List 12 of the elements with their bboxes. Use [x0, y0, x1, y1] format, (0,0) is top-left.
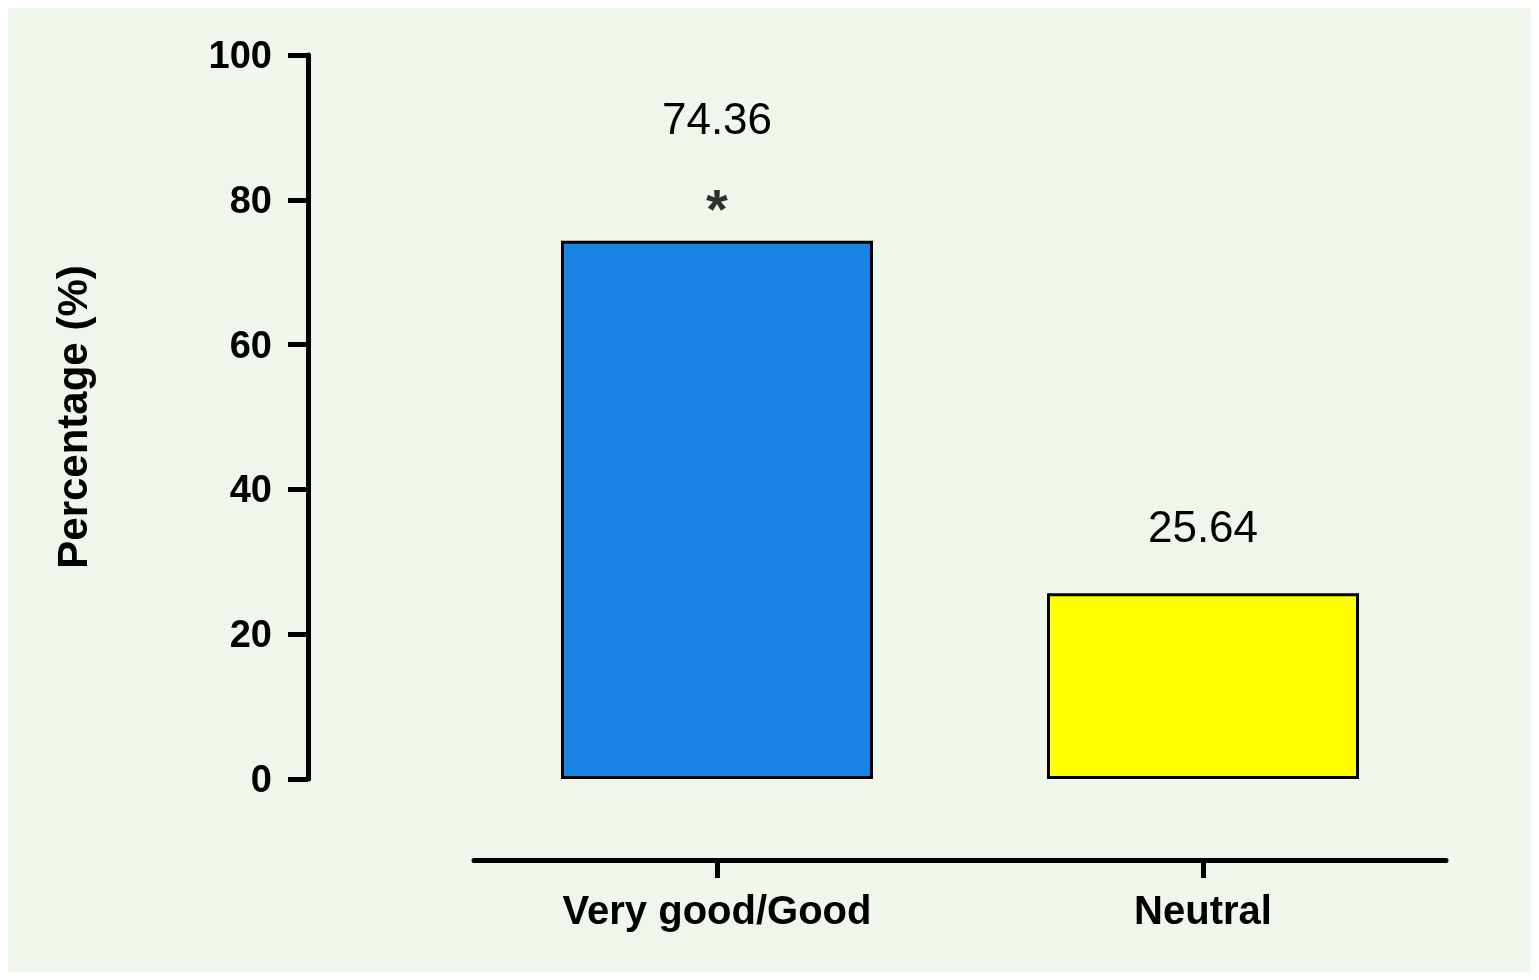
annotation: * — [706, 177, 729, 241]
y-tick-label: 20 — [229, 613, 272, 656]
data-label: 74.36 — [661, 94, 773, 144]
data-label: 25.64 — [1147, 501, 1259, 551]
y-tick-label: 60 — [229, 323, 272, 366]
y-axis-title: Percentage (%) — [48, 265, 96, 569]
x-tick-label: Very good/Good — [562, 888, 872, 932]
x-tick-label: Neutral — [1134, 888, 1272, 932]
y-tick-label: 100 — [208, 34, 272, 76]
y-tick-label: 40 — [229, 468, 272, 511]
y-tick-label: 80 — [229, 178, 272, 221]
y-tick-label: 0 — [250, 758, 272, 800]
